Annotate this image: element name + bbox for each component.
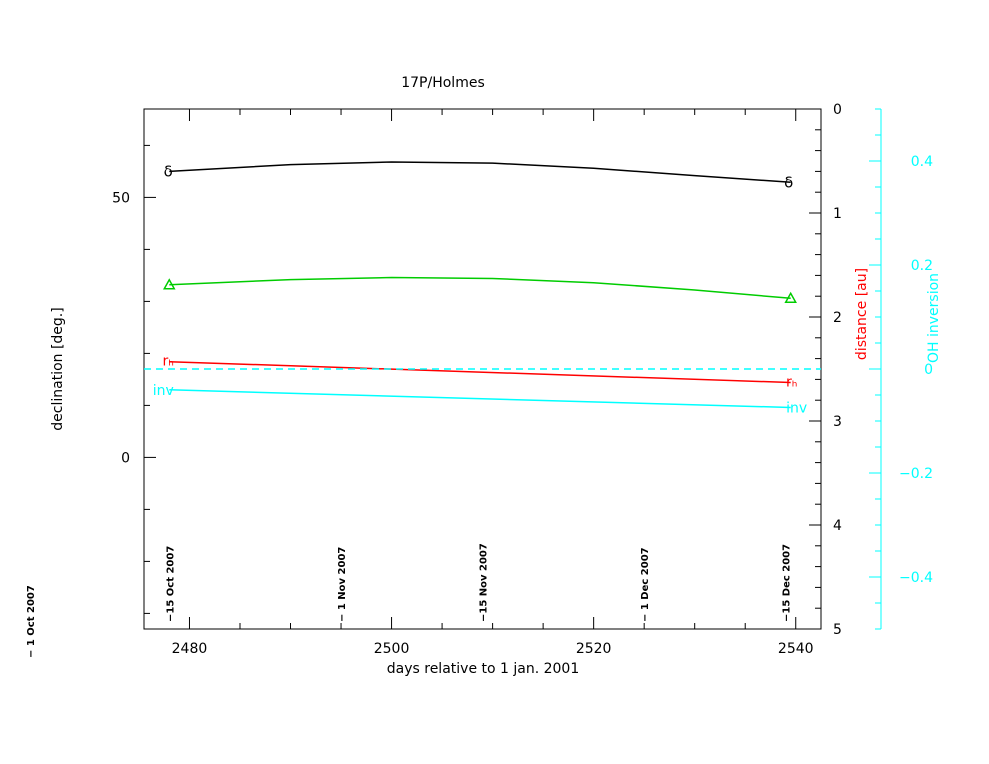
y-right2-tick-label: −0.4 [899,570,933,586]
y-right-tick-label: 3 [833,414,842,430]
date-marker-label: −15 Nov 2007 [479,543,490,622]
y-right2-tick-label: 0.2 [911,258,933,274]
x-tick-label: 2540 [778,641,814,657]
series-label: inv [153,383,174,399]
y-right-axis-label: distance [au] [854,268,870,360]
y-left-tick-label: 50 [112,190,130,206]
series-line [169,161,791,184]
y-right2-axis-label: OH inversion [926,273,942,363]
series-label: rₕ [786,375,797,391]
y-right-tick-label: 0 [833,102,842,118]
series-label: δ [784,173,793,191]
series-line [169,276,791,300]
date-marker-label: − 1 Oct 2007 [26,585,37,658]
y-right2-tick-label: −0.2 [899,466,933,482]
chart-title: 17P/Holmes [401,75,485,91]
x-tick-label: 2520 [576,641,612,657]
series-marker [162,278,176,290]
date-marker-label: −15 Oct 2007 [165,546,176,622]
date-marker-label: − 1 Dec 2007 [640,547,651,622]
y-right-tick-label: 2 [833,310,842,326]
series-marker [784,291,797,304]
y-left-axis-label: declination [deg.] [50,307,66,430]
x-tick-label: 2480 [172,641,208,657]
y-right-tick-label: 1 [833,206,842,222]
date-marker-label: −15 Dec 2007 [782,544,793,622]
x-axis-label: days relative to 1 jan. 2001 [387,661,580,677]
y-right-tick-label: 4 [833,518,842,534]
y-right2-tick-label: 0.4 [911,154,933,170]
x-tick-label: 2500 [374,641,410,657]
series-line [169,389,791,409]
y-right-tick-label: 5 [833,622,842,638]
series-label: inv [786,400,807,416]
series-line [169,360,791,384]
series-label: rₕ [163,354,174,370]
series-label: δ [164,162,173,180]
y-right2-tick-label: 0 [924,362,933,378]
y-left-tick-label: 0 [121,450,130,466]
date-marker-label: − 1 Nov 2007 [337,547,348,622]
